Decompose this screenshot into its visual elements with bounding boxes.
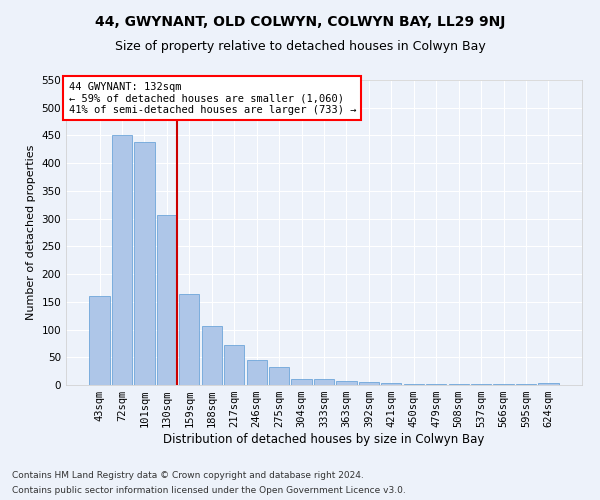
Bar xyxy=(89,296,110,385)
Bar xyxy=(292,380,311,385)
Bar xyxy=(359,382,379,385)
Y-axis label: Number of detached properties: Number of detached properties xyxy=(26,145,36,320)
Bar xyxy=(269,368,289,385)
Bar xyxy=(426,384,446,385)
Bar xyxy=(471,384,491,385)
X-axis label: Distribution of detached houses by size in Colwyn Bay: Distribution of detached houses by size … xyxy=(163,433,485,446)
Bar xyxy=(134,142,155,385)
Bar xyxy=(224,344,244,385)
Bar xyxy=(179,294,199,385)
Bar xyxy=(493,384,514,385)
Bar xyxy=(314,380,334,385)
Bar xyxy=(112,136,132,385)
Bar xyxy=(449,384,469,385)
Text: Contains public sector information licensed under the Open Government Licence v3: Contains public sector information licen… xyxy=(12,486,406,495)
Text: Size of property relative to detached houses in Colwyn Bay: Size of property relative to detached ho… xyxy=(115,40,485,53)
Text: 44, GWYNANT, OLD COLWYN, COLWYN BAY, LL29 9NJ: 44, GWYNANT, OLD COLWYN, COLWYN BAY, LL2… xyxy=(95,15,505,29)
Text: Contains HM Land Registry data © Crown copyright and database right 2024.: Contains HM Land Registry data © Crown c… xyxy=(12,471,364,480)
Text: 44 GWYNANT: 132sqm
← 59% of detached houses are smaller (1,060)
41% of semi-deta: 44 GWYNANT: 132sqm ← 59% of detached hou… xyxy=(68,82,356,114)
Bar xyxy=(202,326,222,385)
Bar xyxy=(247,360,267,385)
Bar xyxy=(538,383,559,385)
Bar xyxy=(337,380,356,385)
Bar xyxy=(516,384,536,385)
Bar xyxy=(381,384,401,385)
Bar xyxy=(157,215,177,385)
Bar xyxy=(404,384,424,385)
